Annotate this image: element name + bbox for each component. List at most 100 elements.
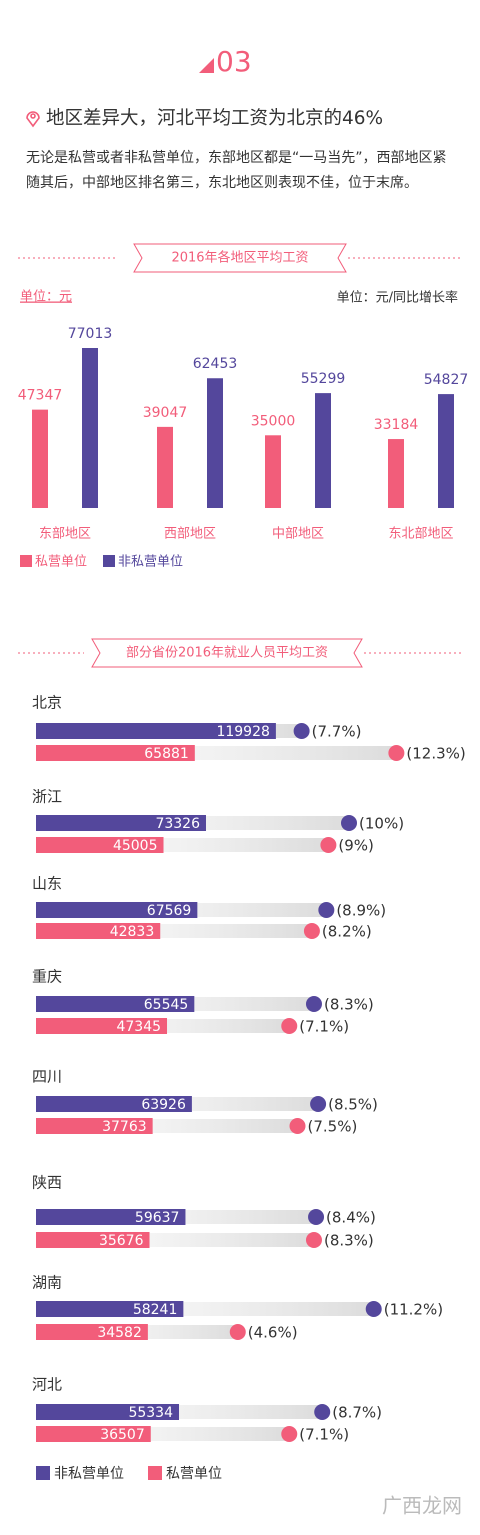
growth-dot xyxy=(308,1209,325,1225)
unit-label: 单位：元 xyxy=(20,290,72,305)
bar xyxy=(32,409,48,508)
category-label: 四川 xyxy=(32,1068,62,1086)
value-label: 47347 xyxy=(18,388,63,404)
growth-label: (9%) xyxy=(338,837,374,855)
bar xyxy=(36,923,161,939)
body-text: 无论是私营或者非私营单位，东部地区都是“一马当先”，西部地区紧随其后，中部地区排… xyxy=(26,150,447,191)
value-label: 73326 xyxy=(155,816,200,832)
growth-label: (7.1%) xyxy=(299,1018,349,1036)
bar xyxy=(36,1209,186,1225)
bar xyxy=(36,815,206,831)
growth-dot xyxy=(281,1018,298,1034)
x-tick-label: 中部地区 xyxy=(272,527,324,542)
growth-dot xyxy=(341,815,357,831)
growth-label: (7.1%) xyxy=(299,1426,349,1444)
value-label: 39047 xyxy=(143,405,188,421)
value-label: 119928 xyxy=(216,724,269,740)
growth-label: (12.3%) xyxy=(406,745,465,763)
value-label: 63926 xyxy=(141,1097,186,1113)
growth-label: (8.9%) xyxy=(336,902,386,920)
bar xyxy=(36,1232,150,1248)
bar xyxy=(36,745,195,761)
bar xyxy=(157,426,173,508)
value-label: 35676 xyxy=(99,1233,144,1249)
legend-swatch xyxy=(20,555,32,567)
category-label: 湖南 xyxy=(32,1274,62,1292)
growth-dot xyxy=(320,837,337,853)
growth-dot xyxy=(293,723,310,739)
bar xyxy=(36,1018,168,1034)
value-label: 54827 xyxy=(424,372,469,388)
value-label: 33184 xyxy=(374,417,419,433)
title-banner xyxy=(133,243,347,273)
legend-swatch xyxy=(103,555,115,567)
category-label: 河北 xyxy=(32,1376,62,1394)
section-number: 03 xyxy=(216,45,252,78)
value-label: 47345 xyxy=(116,1019,161,1035)
unit-label: 单位：元/同比增长率 xyxy=(337,290,458,306)
growth-dot xyxy=(229,1324,246,1340)
value-label: 62453 xyxy=(193,356,238,372)
bar xyxy=(207,378,223,508)
bar xyxy=(36,723,276,739)
title-banner xyxy=(91,638,363,668)
growth-label: (10%) xyxy=(359,815,404,833)
growth-label: (8.3%) xyxy=(324,996,374,1014)
category-label: 山东 xyxy=(32,875,62,893)
growth-dot xyxy=(305,996,322,1012)
bar xyxy=(36,1096,192,1112)
chart-title: 2016年各地区平均工资 xyxy=(171,250,308,266)
legend-swatch xyxy=(148,1466,162,1480)
bar xyxy=(36,1301,184,1317)
value-label: 34582 xyxy=(97,1325,142,1341)
growth-dot xyxy=(310,1096,327,1112)
value-label: 67569 xyxy=(147,903,192,919)
value-label: 59637 xyxy=(135,1210,180,1226)
bar xyxy=(36,1426,151,1442)
growth-label: (8.5%) xyxy=(328,1096,378,1114)
value-label: 35000 xyxy=(251,413,296,429)
category-label: 陕西 xyxy=(32,1174,62,1192)
category-label: 浙江 xyxy=(32,788,62,806)
growth-label: (8.7%) xyxy=(332,1404,382,1422)
growth-label: (4.6%) xyxy=(248,1324,298,1342)
category-label: 北京 xyxy=(32,694,62,712)
value-label: 65545 xyxy=(144,997,189,1013)
growth-dot xyxy=(305,1232,322,1248)
category-label: 重庆 xyxy=(32,968,62,986)
growth-label: (8.4%) xyxy=(326,1209,376,1227)
heading: 地区差异大，河北平均工资为北京的46% xyxy=(46,108,383,129)
growth-dot xyxy=(365,1301,382,1317)
value-label: 45005 xyxy=(113,838,158,854)
bar xyxy=(36,1324,148,1340)
growth-dot xyxy=(314,1404,331,1420)
growth-label: (8.2%) xyxy=(322,923,372,941)
bar xyxy=(36,837,164,853)
growth-label: (7.7%) xyxy=(312,723,362,741)
value-label: 55299 xyxy=(301,371,346,387)
legend-label: 私营单位 xyxy=(166,1466,222,1482)
bar xyxy=(265,435,281,508)
growth-dot xyxy=(388,745,405,761)
value-label: 77013 xyxy=(68,326,113,342)
bar xyxy=(82,348,98,508)
x-tick-label: 东北部地区 xyxy=(388,527,453,542)
value-label: 37763 xyxy=(102,1119,147,1135)
bar xyxy=(36,902,198,918)
growth-label: (8.3%) xyxy=(324,1232,374,1250)
watermark: 广西龙网 xyxy=(382,1494,462,1518)
legend-label: 私营单位 xyxy=(35,555,87,570)
legend-label: 非私营单位 xyxy=(118,555,183,570)
growth-dot xyxy=(318,902,335,918)
bar xyxy=(36,1404,180,1420)
bar xyxy=(388,439,404,508)
growth-label: (7.5%) xyxy=(308,1118,358,1136)
bar xyxy=(36,996,195,1012)
section-icon xyxy=(199,58,214,73)
value-label: 36507 xyxy=(100,1427,145,1443)
chart-title: 部分省份2016年就业人员平均工资 xyxy=(126,646,328,661)
bar xyxy=(36,1118,153,1134)
legend-label: 非私营单位 xyxy=(54,1466,124,1482)
growth-dot xyxy=(303,923,320,939)
